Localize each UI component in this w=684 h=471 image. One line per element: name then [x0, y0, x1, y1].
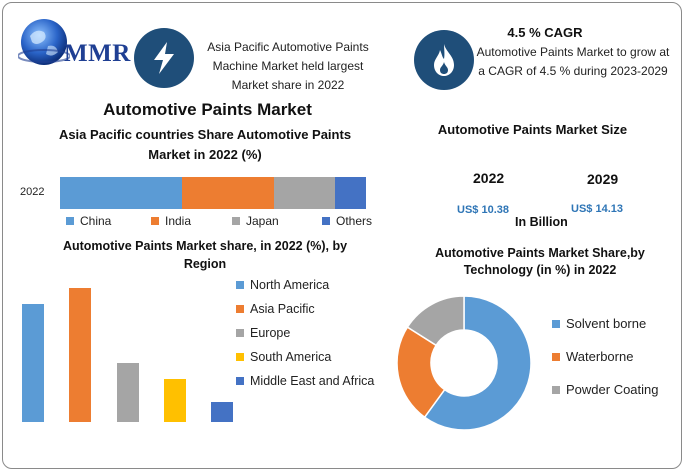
legend-label: North America	[250, 278, 330, 292]
cagr-title: 4.5 % CAGR	[507, 25, 583, 40]
region-bar-north-america	[22, 303, 44, 422]
donut-chart-title: Automotive Paints Market Share,by Techno…	[435, 246, 645, 277]
donut-legend-item-waterborne: Waterborne	[552, 349, 633, 364]
legend-label: Solvent borne	[566, 316, 647, 331]
legend-label: Others	[336, 214, 373, 228]
globe-logo-icon	[18, 19, 70, 65]
year-2029: 2029	[587, 171, 619, 187]
stacked-segment-others	[335, 177, 366, 209]
legend-swatch	[322, 217, 330, 225]
stacked-segment-india	[182, 177, 275, 209]
legend-swatch	[552, 352, 560, 361]
region-chart-title: Automotive Paints Market share, in 2022 …	[62, 239, 348, 271]
legend-label: South America	[250, 350, 332, 364]
main-title: Automotive Paints Market	[103, 100, 312, 119]
donut-chart	[396, 295, 532, 431]
stacked-bar-area	[60, 177, 366, 209]
donut-legend-item-solvent-borne: Solvent borne	[552, 316, 646, 331]
legend-swatch	[236, 281, 244, 289]
region-legend-item-asia-pacific: Asia Pacific	[236, 302, 315, 316]
legend-label: Waterborne	[566, 349, 634, 364]
legend-label: China	[80, 214, 112, 228]
value-2029: US$ 14.13	[571, 203, 623, 215]
legend-label: Middle East and Africa	[250, 374, 375, 388]
legend-swatch	[552, 319, 560, 328]
legend-swatch	[236, 377, 244, 385]
header-left-text: Asia Pacific Automotive Paints Machine M…	[207, 40, 369, 92]
region-bar-area	[16, 280, 236, 422]
donut-slice-powder-coating	[406, 295, 465, 347]
legend-swatch	[236, 329, 244, 337]
flame-icon	[414, 30, 474, 90]
legend-label: Europe	[250, 326, 291, 340]
legend-swatch	[236, 353, 244, 361]
stacked-legend: China India Japan Others	[60, 214, 390, 230]
lightning-icon	[134, 28, 194, 88]
legend-label: India	[165, 214, 192, 228]
region-legend: North America Asia Pacific Europe South Ame…	[236, 278, 386, 398]
cagr-text: Automotive Paints Market to grow at a CA…	[476, 45, 670, 78]
legend-label: Japan	[246, 214, 279, 228]
value-2022: US$ 10.38	[457, 204, 509, 216]
region-bar-europe	[117, 362, 139, 422]
legend-swatch	[552, 385, 560, 394]
stacked-legend-item-china: China	[66, 214, 111, 228]
stacked-chart-title: Asia Pacific countries Share Automotive …	[58, 127, 352, 162]
logo-text: MMR	[64, 40, 131, 67]
stacked-category-label: 2022	[20, 186, 45, 198]
stacked-legend-item-india: India	[151, 214, 191, 228]
region-legend-item-south-america: South America	[236, 350, 331, 364]
region-legend-item-north-america: North America	[236, 278, 329, 292]
legend-swatch	[151, 217, 159, 225]
stacked-segment-japan	[274, 177, 336, 209]
stacked-legend-item-japan: Japan	[232, 214, 279, 228]
legend-swatch	[236, 305, 244, 313]
stacked-legend-item-others: Others	[322, 214, 372, 228]
donut-slice-solvent-borne	[423, 295, 532, 431]
legend-label: Powder Coating	[566, 382, 659, 397]
legend-swatch	[232, 217, 240, 225]
donut-legend-item-powder-coating: Powder Coating	[552, 382, 659, 397]
region-bar-asia-pacific	[69, 288, 91, 422]
region-bar-south-america	[164, 378, 186, 422]
stacked-segment-china	[60, 177, 183, 209]
legend-label: Asia Pacific	[250, 302, 315, 316]
year-2022: 2022	[473, 170, 505, 186]
market-size-title: Automotive Paints Market Size	[437, 122, 628, 137]
donut-legend: Solvent borne Waterborne Powder Coating	[552, 316, 677, 416]
legend-swatch	[66, 217, 74, 225]
unit-label: In Billion	[515, 215, 568, 229]
region-legend-item-middle-east-and-africa: Middle East and Africa	[236, 374, 374, 388]
region-legend-item-europe: Europe	[236, 326, 290, 340]
region-bar-middle-east-and-africa	[211, 402, 233, 422]
